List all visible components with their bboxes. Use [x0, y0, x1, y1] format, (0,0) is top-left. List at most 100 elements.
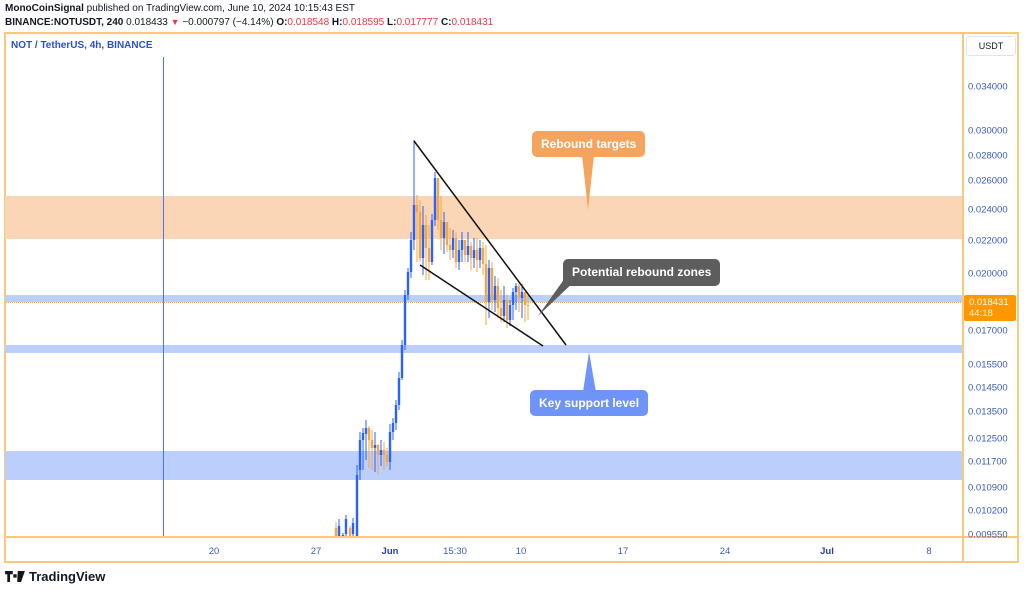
candle-up [400, 345, 404, 378]
candle-up [406, 272, 410, 295]
candle-down [376, 445, 380, 455]
current-price-badge: 0.018431 44:18 [964, 295, 1016, 321]
candle-down [523, 292, 527, 305]
time-tick-label: 20 [208, 546, 220, 557]
candle-up [433, 178, 437, 220]
rebound-target-zone [5, 196, 963, 239]
candle-down [424, 225, 428, 248]
price-tick-label: 0.009550 [968, 529, 1008, 541]
price-tick-label: 0.020000 [968, 268, 1008, 280]
candle-up [341, 535, 345, 536]
candle-down [490, 268, 494, 300]
candle-up [520, 292, 524, 298]
time-tick-label: Jul [820, 546, 834, 557]
candle-down [427, 248, 431, 262]
candle-down [454, 238, 458, 262]
candle-up [508, 305, 512, 320]
symbol-info-bar: BINANCE:NOTUSDT, 240 0.018433 ▼ −0.00079… [5, 17, 493, 28]
price-tick-label: 0.030000 [968, 125, 1008, 137]
open-value: 0.018548 [287, 17, 330, 28]
tradingview-logo[interactable]: TradingView [5, 569, 105, 584]
price-tick-label: 0.011700 [968, 456, 1007, 468]
candle-up [379, 450, 383, 455]
candle-up [397, 378, 401, 405]
price-tick-label: 0.010900 [968, 482, 1008, 494]
candle-up [361, 433, 365, 440]
candle-up [511, 292, 515, 305]
candle-down [418, 212, 422, 258]
candle-up [364, 428, 368, 434]
potential-rebound-band [5, 295, 963, 302]
candle-up [460, 240, 464, 250]
publish-info: MonoCoinSignal published on TradingView.… [5, 3, 355, 14]
publish-text: published on TradingView.com, June 10, 2… [83, 3, 356, 14]
price-tick-label: 0.028000 [968, 150, 1008, 162]
potential-rebound-zones-callout[interactable]: Potential rebound zones [563, 259, 721, 286]
time-tick-label: 15:30 [443, 546, 467, 557]
bar-countdown: 44:18 [969, 308, 993, 319]
wedge-lower-trendline [419, 264, 544, 347]
candle-up [457, 250, 461, 262]
candle-up [493, 286, 497, 300]
close-value: 0.018431 [451, 17, 494, 28]
key-support-level-callout[interactable]: Key support level [530, 390, 649, 416]
candle-up [466, 246, 470, 255]
candle-down [475, 250, 479, 260]
candle-up [344, 519, 348, 534]
candle-down [499, 308, 503, 316]
candle-up [412, 205, 416, 240]
price-tick-label: 0.010200 [968, 505, 1008, 517]
candle-down [370, 440, 374, 448]
current-price-line [5, 302, 963, 303]
candle-up [514, 286, 518, 292]
candle-down [415, 205, 419, 212]
candle-down [382, 450, 386, 455]
price-tick-label: 0.012500 [968, 433, 1008, 445]
candle-up [478, 248, 482, 260]
candle-down [445, 222, 449, 245]
high-label: H: [331, 17, 343, 28]
candle-up [502, 300, 506, 316]
rebound-targets-callout[interactable]: Rebound targets [532, 131, 646, 157]
candle-down [367, 428, 371, 440]
author-name: MonoCoinSignal [5, 3, 84, 14]
candle-down [385, 455, 389, 462]
symbol-label: BINANCE:NOTUSDT, 240 [5, 17, 124, 28]
candle-down [463, 240, 467, 255]
candle-down [439, 220, 443, 238]
current-price-value: 0.018431 [969, 297, 1009, 308]
vertical-marker-line[interactable] [163, 57, 164, 537]
price-tick-label: 0.017000 [968, 325, 1008, 337]
candle-down [348, 528, 352, 537]
price-change: −0.000797 (−4.14%) [182, 17, 274, 28]
candle-up [355, 475, 359, 537]
candle-down [334, 528, 338, 537]
candle-down [481, 248, 485, 264]
candle-up [351, 523, 355, 534]
candle-down [448, 245, 452, 250]
price-axis-divider [962, 33, 964, 562]
time-tick-label: 27 [310, 546, 322, 557]
candle-up [337, 526, 341, 536]
time-tick-label: Jun [381, 546, 399, 557]
time-tick-label: 10 [515, 546, 527, 557]
price-tick-label: 0.024000 [968, 204, 1008, 216]
down-arrow-icon: ▼ [170, 17, 180, 27]
time-tick-label: 24 [719, 546, 731, 557]
candle-up [373, 445, 377, 448]
chart-pane[interactable] [5, 33, 963, 537]
candle-down [436, 178, 440, 220]
candle-down [469, 246, 473, 258]
price-tick-label: 0.015500 [968, 359, 1008, 371]
price-tick-label: 0.022000 [968, 235, 1008, 247]
candle-up [430, 220, 434, 262]
close-label: C: [440, 17, 452, 28]
candle-up [487, 268, 491, 302]
currency-button[interactable]: USDT [966, 36, 1016, 56]
candle-up [403, 295, 407, 345]
chart-legend-title[interactable]: NOT / TetherUS, 4h, BINANCE [11, 40, 153, 51]
low-value: 0.017777 [396, 17, 439, 28]
candle-up [421, 225, 425, 258]
candle-down [496, 286, 500, 308]
